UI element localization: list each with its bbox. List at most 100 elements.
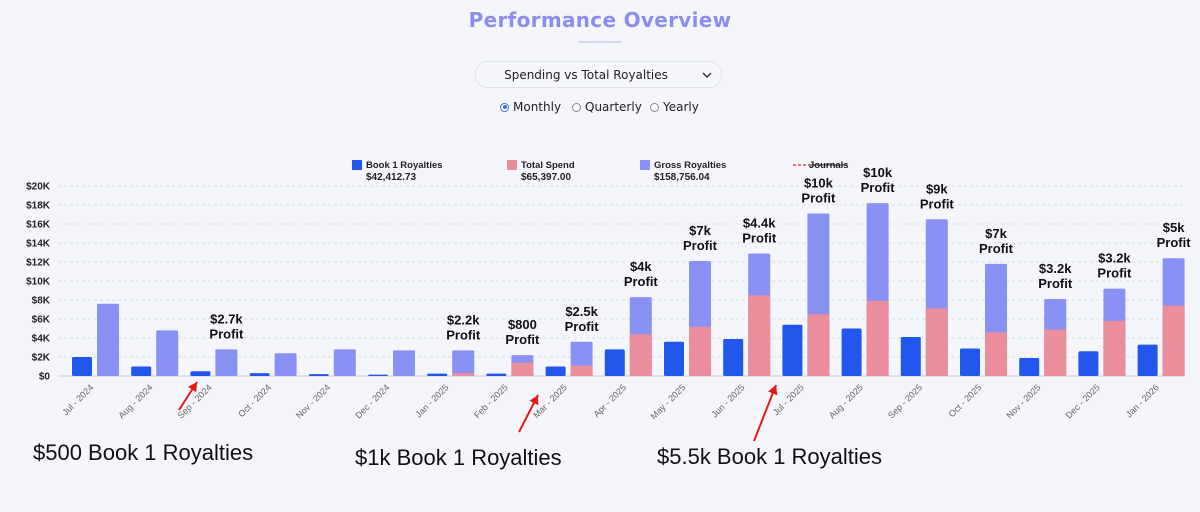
bar-gross-royalties [333, 349, 356, 376]
bar-total-spend [689, 326, 711, 376]
x-tick-label: Sep - 2025 [886, 382, 924, 420]
bar-book1-royalties [368, 374, 388, 376]
x-tick-label: Feb - 2025 [472, 382, 510, 420]
bar-gross-royalties [274, 353, 297, 376]
profit-data-label: $5k Profit [1157, 220, 1192, 250]
y-tick-label: $8K [32, 296, 51, 307]
profit-data-label: $800 Profit [505, 317, 540, 347]
profit-label-line: Profit [1157, 235, 1192, 250]
radio-dot-monthly [500, 102, 509, 112]
legend-swatch-spend [507, 160, 517, 170]
profit-label-line: $4.4k [743, 215, 776, 230]
x-tick-label: Jul - 2024 [60, 382, 95, 417]
profit-label-line: $800 [508, 317, 537, 332]
profit-data-label: $10k Profit [801, 176, 836, 206]
profit-data-label: $3.2k Profit [1097, 251, 1132, 281]
bar-gross-royalties [97, 303, 119, 376]
dropdown-selected-label: Spending vs Total Royalties [504, 68, 668, 82]
bar-total-spend [452, 373, 475, 376]
y-tick-label: $6K [32, 315, 51, 326]
annotation-arrow-head [187, 382, 197, 393]
bar-book1-royalties [960, 348, 980, 376]
profit-label-line: $5k [1163, 220, 1185, 235]
bar-total-spend [925, 308, 948, 376]
radio-label-monthly: Monthly [513, 100, 562, 114]
bar-book1-royalties [782, 324, 803, 376]
x-tick-label: Apr - 2025 [591, 382, 628, 419]
y-tick-label: $16K [26, 220, 51, 231]
profit-data-label: $10k Profit [861, 165, 896, 195]
radio-dot-yearly [650, 102, 659, 112]
bar-book1-royalties [486, 373, 507, 376]
profit-label-line: Profit [209, 326, 244, 341]
profit-data-label: $2.5k Profit [565, 304, 600, 334]
profit-label-line: $2.7k [210, 311, 243, 326]
bar-total-spend [570, 365, 593, 376]
bar-gross-royalties [156, 330, 179, 376]
radio-monthly[interactable]: Monthly [500, 100, 561, 114]
profit-label-line: Profit [683, 238, 718, 253]
bar-book1-royalties [604, 349, 625, 376]
x-tick-label: Nov - 2025 [1004, 382, 1042, 420]
annotation-arrow-head [768, 385, 778, 396]
x-tick-label: May - 2025 [649, 382, 688, 421]
profit-label-line: $3.2k [1039, 261, 1072, 276]
profit-data-label: $2.7k Profit [209, 311, 244, 341]
profit-data-label: $7k Profit [683, 223, 718, 253]
annotation-sep-2024: $500 Book 1 Royalties [33, 440, 254, 465]
chart-type-dropdown[interactable]: Spending vs Total Royalties [475, 61, 722, 88]
x-tick-label: Oct - 2024 [236, 382, 273, 419]
title-underline [579, 41, 621, 43]
annotation-mar-2025: $1k Book 1 Royalties [355, 445, 562, 470]
bar-total-spend [629, 334, 652, 376]
profit-label-line: $2.5k [565, 304, 598, 319]
radio-yearly[interactable]: Yearly [650, 100, 699, 114]
profit-label-line: $3.2k [1098, 251, 1131, 266]
annotation-arrow-head [529, 395, 539, 406]
bar-book1-royalties [427, 373, 448, 376]
y-tick-label: $20K [26, 182, 51, 193]
legend-label: Gross Royalties [654, 160, 726, 171]
bar-book1-royalties [723, 338, 744, 376]
bar-total-spend [1162, 305, 1185, 376]
profit-label-line: Profit [742, 230, 777, 245]
x-tick-label: Nov - 2024 [294, 382, 332, 420]
x-tick-label: Jun - 2025 [709, 382, 746, 419]
chevron-down-icon [702, 72, 712, 79]
bar-book1-royalties [190, 371, 211, 376]
bar-book1-royalties [1137, 344, 1158, 376]
profit-data-label: $4k Profit [624, 259, 659, 289]
bar-total-spend [866, 300, 889, 376]
bar-book1-royalties [900, 337, 921, 376]
profit-label-line: $7k [689, 223, 711, 238]
bar-book1-royalties [841, 328, 862, 376]
legend-swatch-book1 [352, 160, 362, 170]
bar-book1-royalties [249, 373, 270, 376]
bar-book1-royalties [308, 374, 329, 376]
annotation-jul-2025: $5.5k Book 1 Royalties [657, 444, 883, 469]
legend-label: Total Spend [521, 160, 575, 171]
radio-quarterly[interactable]: Quarterly [572, 100, 642, 114]
profit-data-label: $2.2k Profit [446, 312, 481, 342]
bar-book1-royalties [545, 366, 566, 376]
profit-label-line: Profit [801, 191, 836, 206]
bar-total-spend [748, 295, 771, 376]
profit-label-line: $10k [804, 176, 834, 191]
radio-label-quarterly: Quarterly [585, 100, 642, 114]
profit-label-line: Profit [979, 241, 1014, 256]
bar-gross-royalties [215, 349, 238, 376]
bar-gross-royalties [452, 350, 475, 376]
profit-label-line: $9k [926, 181, 948, 196]
annotation-arrow-line [753, 384, 777, 442]
y-tick-label: $12K [26, 258, 51, 269]
y-tick-label: $2K [32, 353, 51, 364]
profit-label-line: $2.2k [447, 312, 480, 327]
profit-label-line: Profit [505, 332, 540, 347]
y-tick-label: $4K [32, 334, 51, 345]
profit-data-label: $9k Profit [920, 181, 955, 211]
y-tick-label: $18K [26, 201, 51, 212]
legend-total: $158,756.04 [654, 172, 710, 183]
profit-label-line: $10k [863, 165, 893, 180]
bar-book1-royalties [1078, 351, 1099, 376]
radio-label-yearly: Yearly [663, 100, 699, 114]
